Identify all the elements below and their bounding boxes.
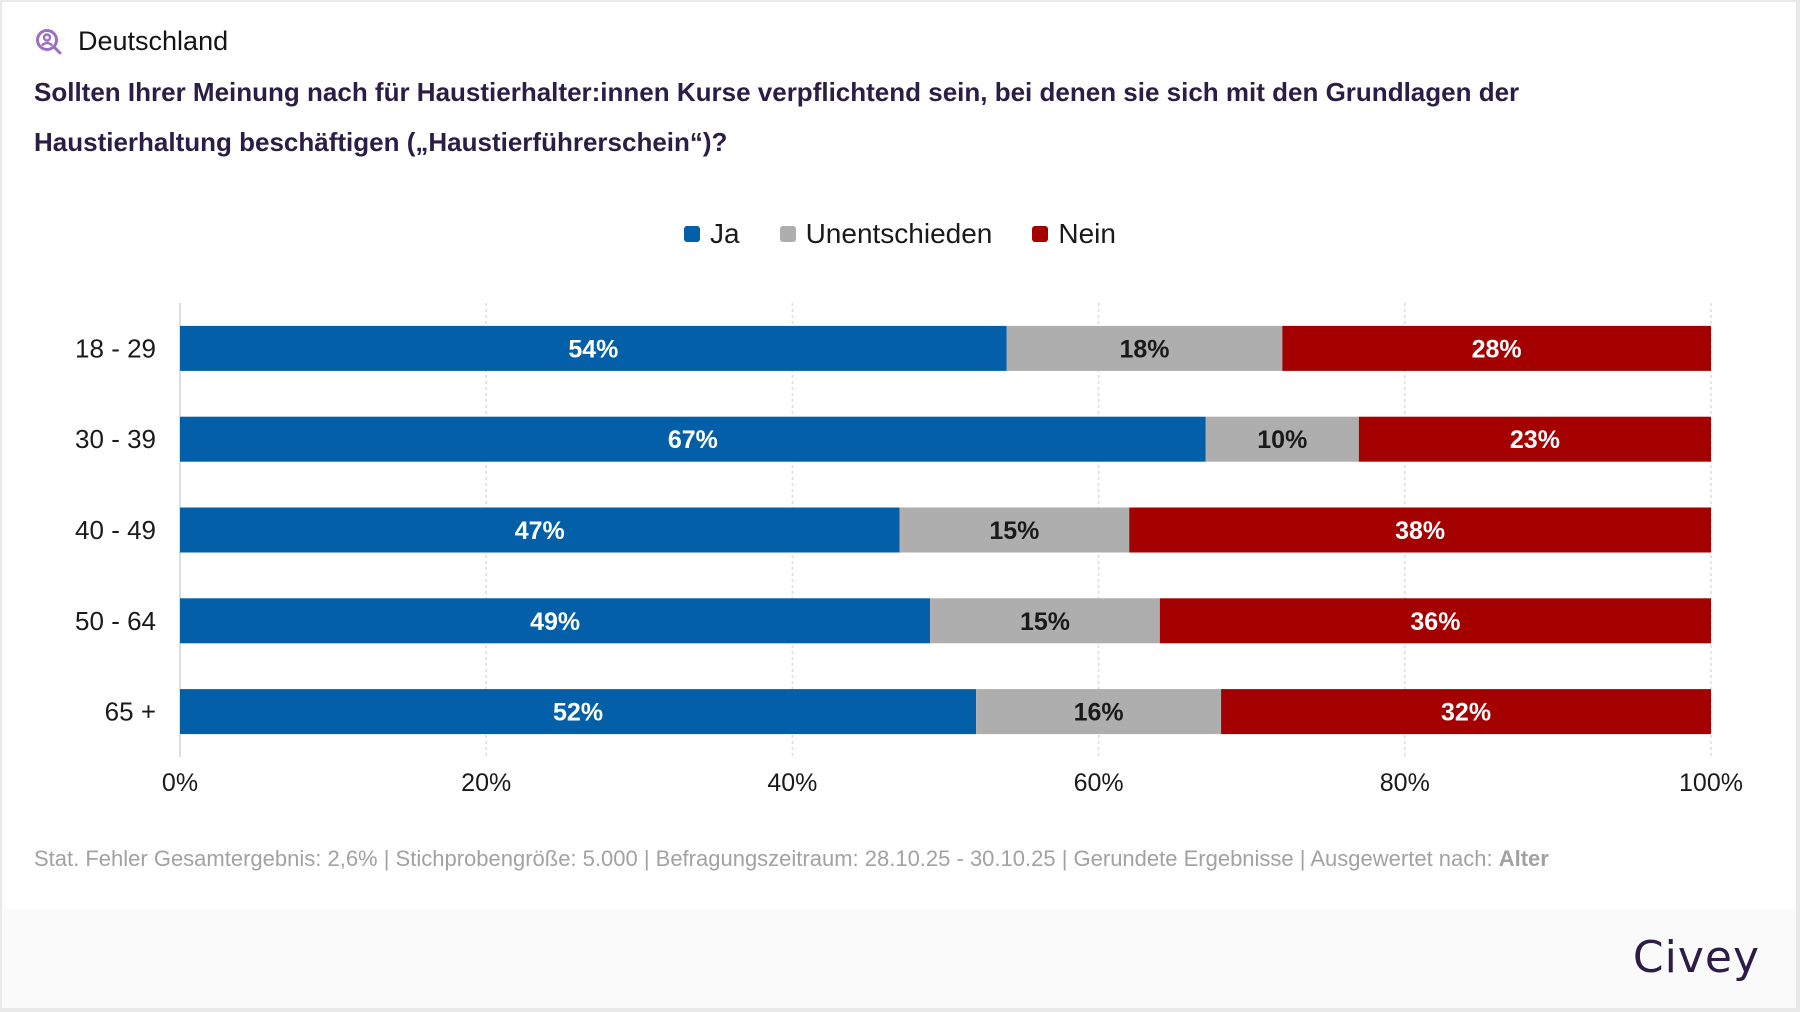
legend-swatch-nein <box>1032 226 1049 242</box>
bar-segment-nein <box>1282 325 1711 371</box>
data-label: 52% <box>553 699 603 727</box>
x-tick-label: 40% <box>767 769 817 797</box>
bar-segment-nein <box>1129 507 1711 553</box>
data-label: 54% <box>568 335 618 363</box>
x-tick-label: 0% <box>162 769 198 797</box>
question-title: Sollten Ihrer Meinung nach für Haustierh… <box>34 77 1520 157</box>
bar-segment-unentschieden <box>930 598 1160 644</box>
legend: Ja Unentschieden Nein <box>0 218 1800 250</box>
bar-segment-unentschieden <box>899 507 1130 553</box>
data-label: 32% <box>1441 699 1491 727</box>
x-tick-label: 80% <box>1380 769 1430 797</box>
legend-swatch-ja <box>684 226 700 242</box>
data-label: 16% <box>1074 699 1124 727</box>
y-category-label: 65 + <box>105 697 156 727</box>
footnote-text: Stat. Fehler Gesamtergebnis: 2,6% | Stic… <box>34 846 1499 871</box>
data-label: 47% <box>515 517 565 545</box>
y-category-label: 40 - 49 <box>75 515 156 545</box>
bar-segment-unentschieden <box>1205 416 1359 462</box>
legend-label-ja: Ja <box>710 218 740 249</box>
stacked-bar-chart: 0% 20% 40% 60% 80% 100% 18 - 29 54% 18% 28% 30 - 3… <box>75 303 1743 797</box>
x-tick-label: 100% <box>1679 769 1743 797</box>
data-label: 28% <box>1472 335 1522 363</box>
data-label: 15% <box>989 517 1039 545</box>
footnote: Stat. Fehler Gesamtergebnis: 2,6% | Stic… <box>34 846 1549 872</box>
x-tick-label: 20% <box>461 769 511 797</box>
bar-segment-nein <box>1221 689 1711 735</box>
legend-item-ja: Ja <box>684 218 740 250</box>
data-label: 18% <box>1120 335 1170 363</box>
x-tick-label: 60% <box>1074 769 1124 797</box>
region-header: Deutschland <box>34 26 228 57</box>
legend-item-unentschieden: Unentschieden <box>779 218 993 250</box>
bar-segment-ja <box>180 598 931 644</box>
data-label: 38% <box>1395 517 1445 545</box>
bar-segment-nein <box>1159 598 1711 644</box>
bar-segment-nein <box>1358 416 1711 462</box>
bar-segment-unentschieden <box>1006 325 1283 371</box>
y-category-label: 18 - 29 <box>75 333 156 363</box>
bar-segment-ja <box>180 416 1206 462</box>
region-label: Deutschland <box>78 26 229 56</box>
civey-logo: Civey <box>1632 932 1760 983</box>
legend-label-nein: Nein <box>1058 218 1116 249</box>
y-category-label: 50 - 64 <box>75 606 156 636</box>
legend-swatch-unentschieden <box>779 226 796 242</box>
y-category-label: 30 - 39 <box>75 424 156 454</box>
data-label: 23% <box>1510 426 1560 454</box>
data-label: 15% <box>1020 608 1070 636</box>
bar-segment-ja <box>180 689 977 735</box>
person-search-icon <box>34 27 64 57</box>
footnote-emphasis: Alter <box>1498 846 1549 871</box>
footer: Civey <box>2 910 1796 1008</box>
data-label: 67% <box>668 426 718 454</box>
bar-segment-ja <box>180 507 900 553</box>
bar-segment-unentschieden <box>976 689 1222 735</box>
data-label: 36% <box>1410 608 1460 636</box>
legend-label-unentschieden: Unentschieden <box>805 218 993 249</box>
data-label: 49% <box>530 608 580 636</box>
bar-segment-ja <box>180 325 1007 371</box>
legend-item-nein: Nein <box>1032 218 1116 250</box>
data-label: 10% <box>1257 426 1307 454</box>
